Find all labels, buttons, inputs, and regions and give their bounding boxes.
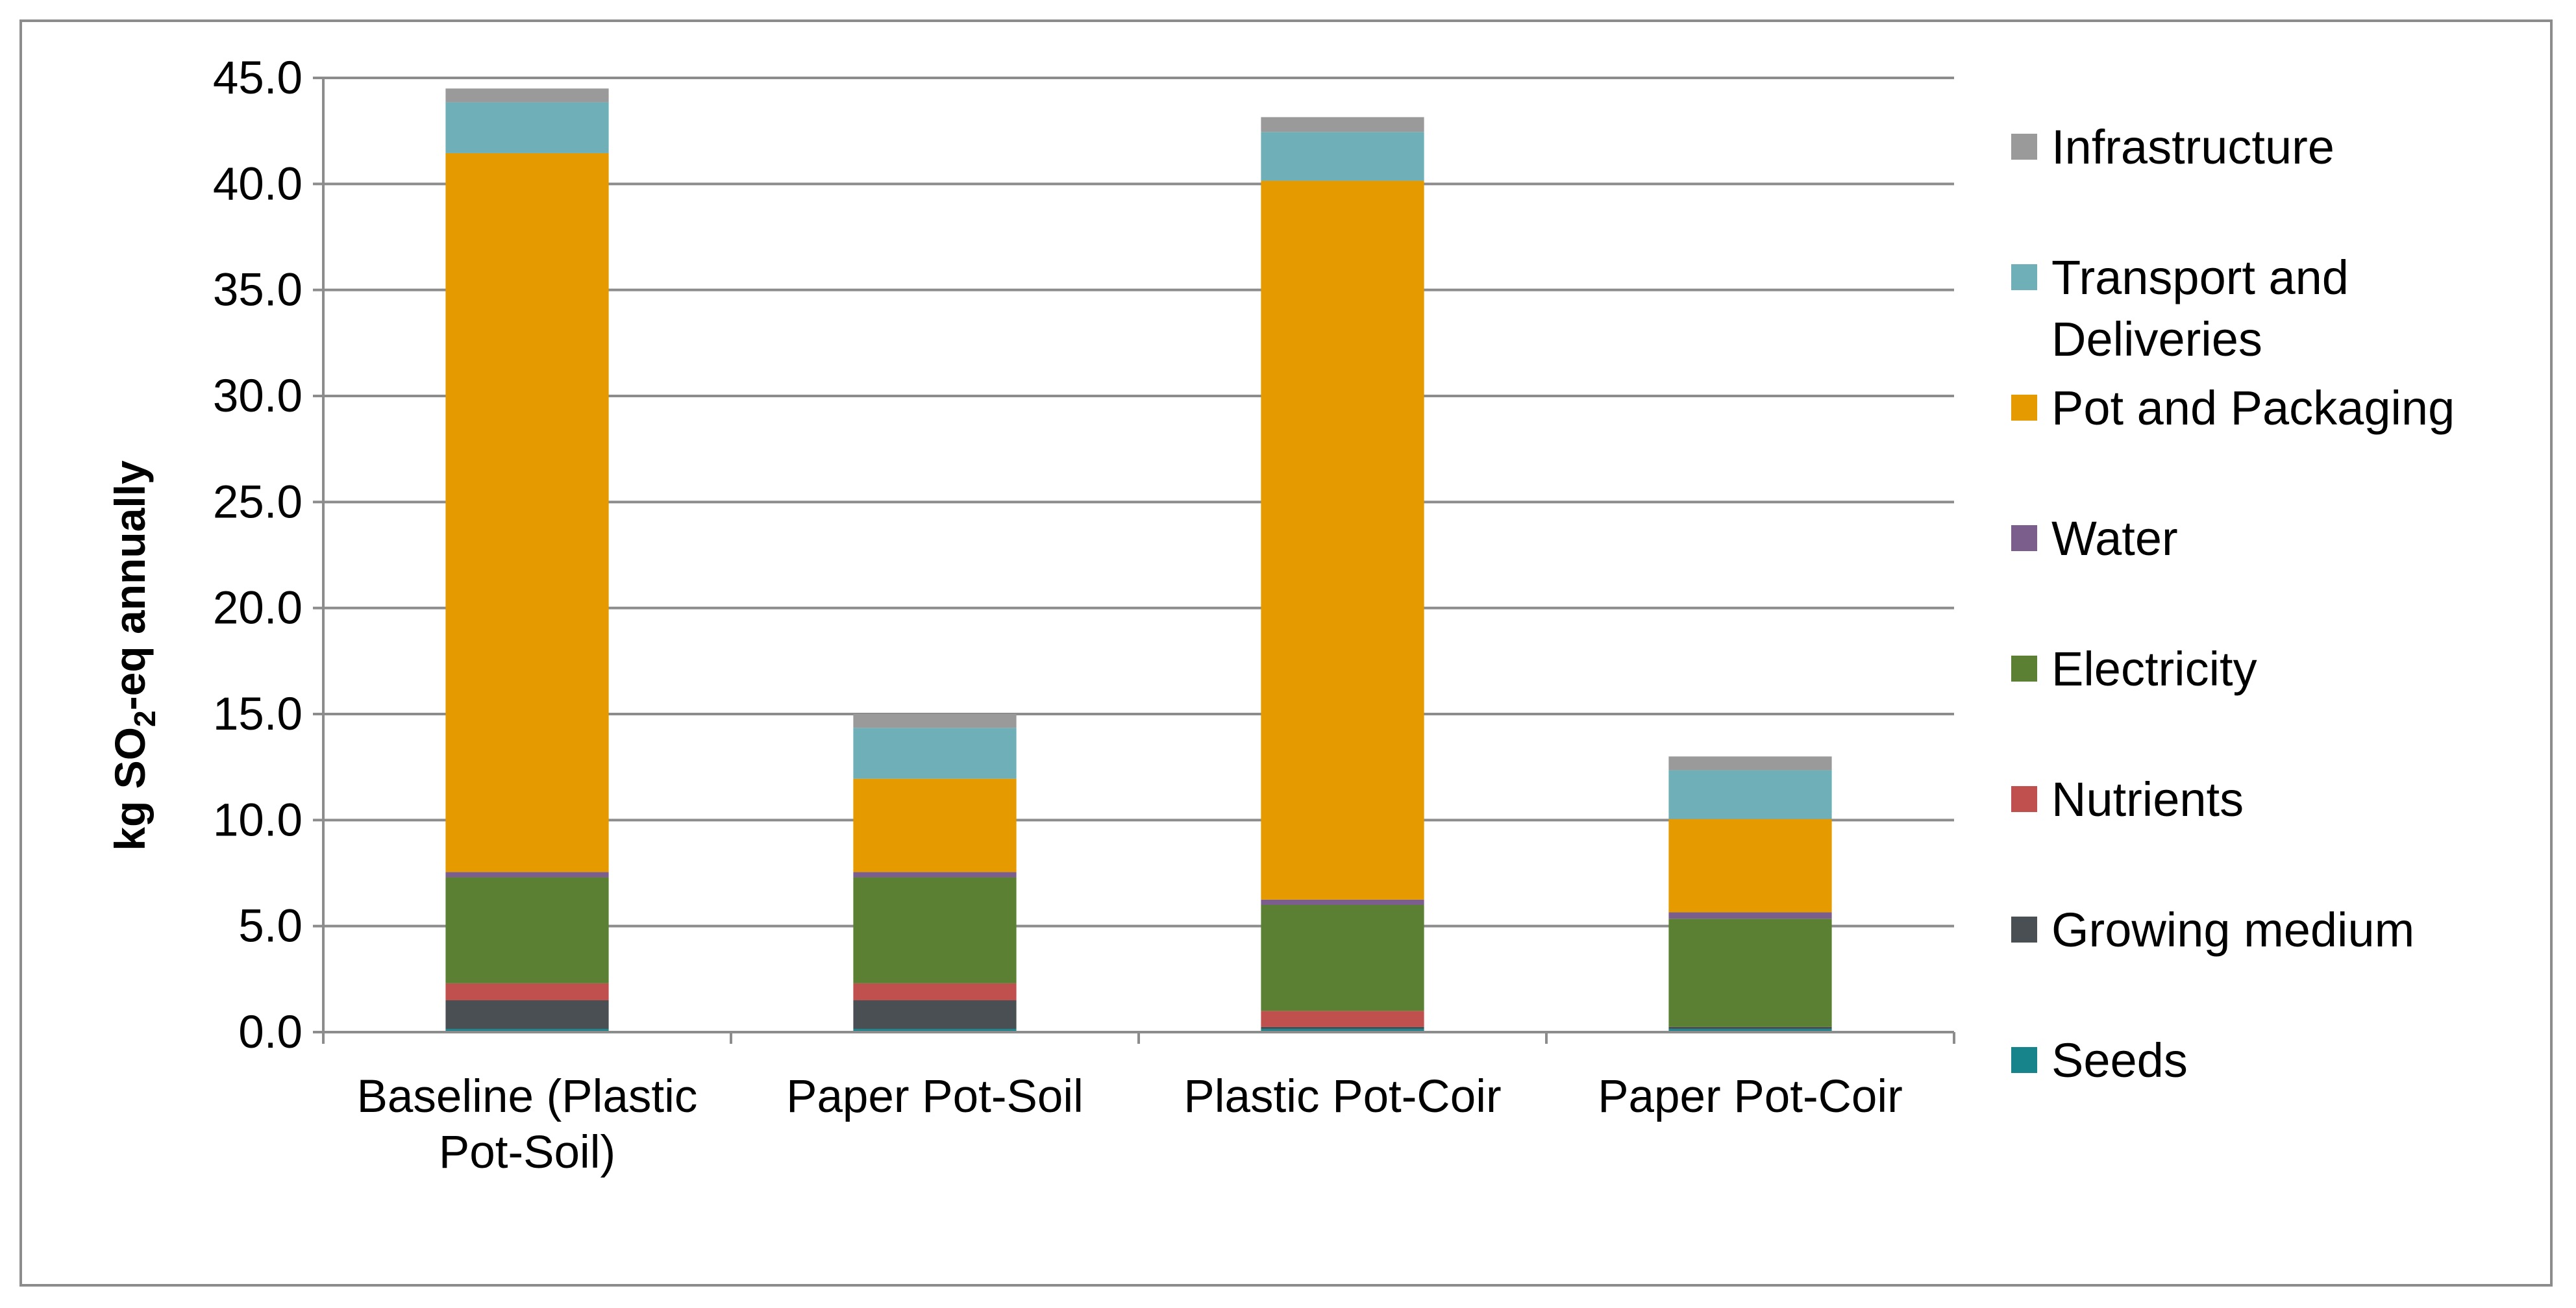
y-tick-label: 25.0: [213, 476, 303, 528]
legend-label: Infrastructure: [2051, 120, 2334, 174]
legend: Infrastructure Transport and Deliveries Pot…: [2011, 120, 2455, 1087]
y-tick-label: 35.0: [213, 265, 303, 316]
legend-swatch: [2011, 656, 2037, 682]
legend-swatch: [2011, 134, 2037, 160]
x-tick-label: Paper Pot-Coir: [1598, 1071, 1903, 1122]
bar-segment: [1668, 912, 1832, 919]
x-tick-label: Pot-Soil): [439, 1127, 615, 1178]
bar-segment: [853, 1029, 1017, 1032]
x-tick-label: Baseline (Plastic: [357, 1071, 698, 1122]
bar-segment: [1668, 919, 1832, 1027]
bar-segment: [853, 714, 1017, 728]
y-axis-title-suffix: -eq annually: [106, 460, 154, 710]
bar-segment: [853, 872, 1017, 878]
y-tick-labels: 0.0 5.0 10.0 15.0 20.0 25.0 30.0 35.0 40.0 45.0: [213, 53, 303, 1058]
legend-swatch: [2011, 395, 2037, 421]
legend-label: Transport and: [2051, 251, 2349, 304]
y-tick-label: 30.0: [213, 371, 303, 422]
y-tick-label: 10.0: [213, 795, 303, 846]
bar-segment: [1668, 1029, 1832, 1032]
y-tick-label: 5.0: [238, 901, 303, 952]
bar-segment: [445, 153, 609, 872]
bar-segment: [445, 983, 609, 1000]
chart-frame: [19, 19, 2553, 1287]
y-tick-label: 0.0: [238, 1007, 303, 1058]
bar-segment: [1261, 905, 1424, 1011]
x-tick-label: Plastic Pot-Coir: [1183, 1071, 1501, 1122]
legend-swatch: [2011, 1047, 2037, 1073]
legend-swatch: [2011, 786, 2037, 812]
bar-segment: [1668, 770, 1832, 819]
y-tick-label: 40.0: [213, 158, 303, 210]
bar-segment: [1261, 132, 1424, 181]
y-axis-title-subscript: 2: [128, 710, 162, 727]
bar-segment: [1261, 899, 1424, 905]
bar-segment: [445, 102, 609, 153]
bar-segment: [1261, 1011, 1424, 1027]
legend-label: Growing medium: [2051, 903, 2414, 957]
bar-segment: [445, 872, 609, 878]
bar-segment: [1668, 1026, 1832, 1030]
legend-label: Pot and Packaging: [2051, 381, 2455, 435]
bar-segment: [853, 877, 1017, 983]
legend-label: Water: [2051, 512, 2178, 565]
bar-segment: [1261, 117, 1424, 132]
bar-segment: [853, 983, 1017, 1000]
bars: [445, 88, 1832, 1032]
bar-segment: [853, 728, 1017, 779]
legend-swatch: [2011, 264, 2037, 290]
bar-segment: [1668, 819, 1832, 913]
y-axis-title-prefix: kg SO: [106, 727, 154, 851]
x-tick-label: Paper Pot-Soil: [786, 1071, 1084, 1122]
bar-segment: [445, 877, 609, 983]
bar-segment: [445, 88, 609, 103]
bar-segment: [1261, 1026, 1424, 1030]
bar-segment: [1261, 1029, 1424, 1032]
bar-segment: [445, 1029, 609, 1032]
bar-segment: [1261, 180, 1424, 900]
bar-segment: [1668, 756, 1832, 771]
legend-swatch: [2011, 917, 2037, 943]
bar-segment: [445, 1000, 609, 1030]
y-tick-label: 45.0: [213, 53, 303, 104]
y-axis-title: kg SO2-eq annually: [106, 460, 162, 851]
legend-label: Nutrients: [2051, 772, 2244, 826]
legend-label: Deliveries: [2051, 312, 2262, 366]
bar-segment: [853, 1000, 1017, 1030]
y-tick-label: 20.0: [213, 583, 303, 634]
axes: [313, 77, 1955, 1044]
legend-label: Seeds: [2051, 1033, 2188, 1087]
legend-swatch: [2011, 525, 2037, 551]
y-tick-label: 15.0: [213, 689, 303, 740]
legend-label: Electricity: [2051, 642, 2257, 696]
bar-segment: [853, 778, 1017, 872]
